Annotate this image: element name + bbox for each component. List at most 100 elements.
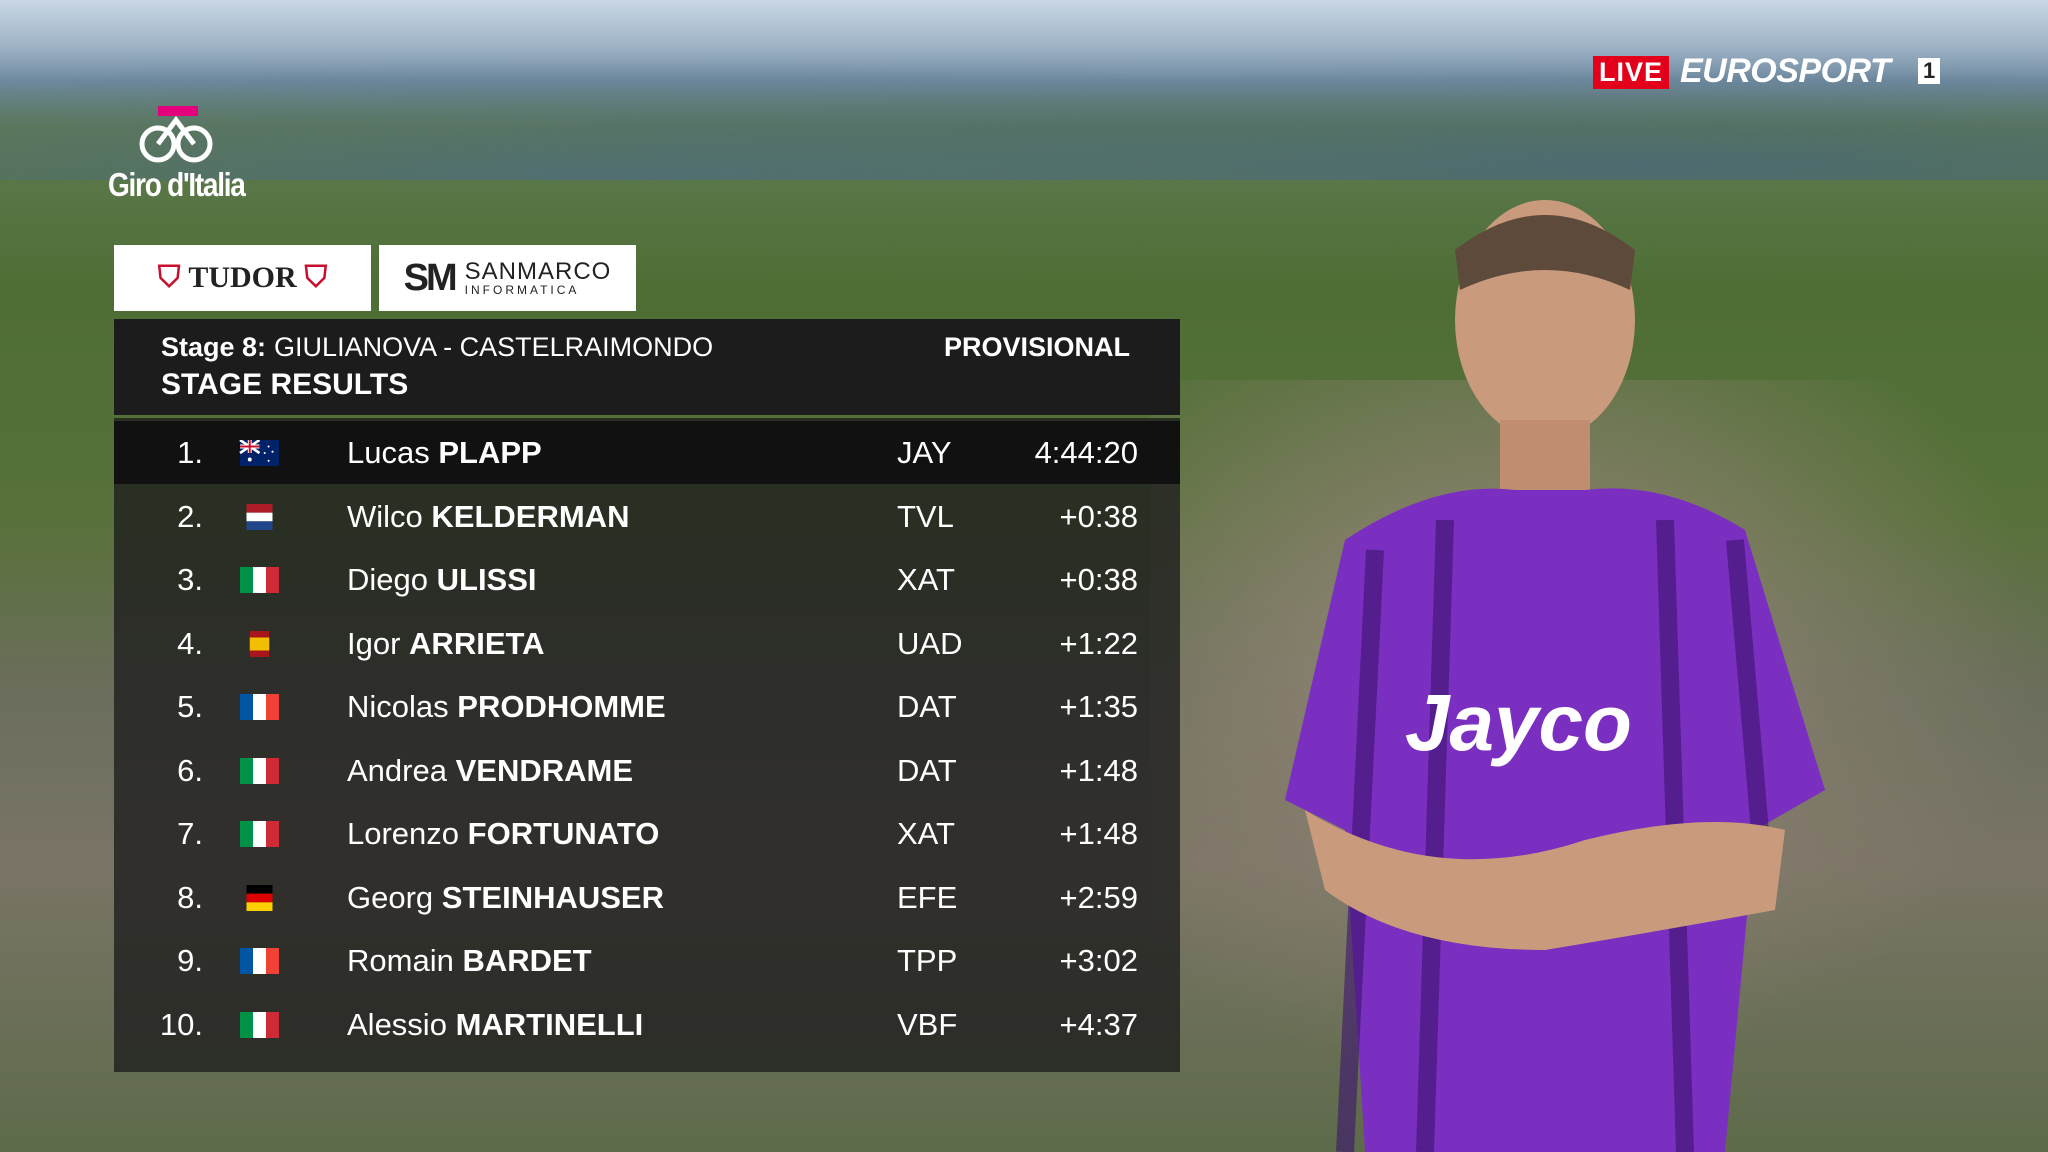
last-name: BARDET	[462, 943, 592, 978]
stage-line: Stage 8: GIULIANOVA - CASTELRAIMONDO	[161, 332, 713, 363]
rank: 6.	[177, 752, 203, 788]
team-code: DAT	[897, 689, 957, 724]
result-row: 10. Alessio MARTINELLI VBF +4:37	[114, 993, 1180, 1056]
first-name: Diego	[347, 562, 428, 597]
time: +0:38	[1059, 498, 1138, 534]
country-flag	[240, 694, 279, 720]
first-name: Wilco	[347, 498, 423, 534]
time: +0:38	[1059, 562, 1138, 597]
mountains	[0, 40, 2048, 180]
channel-number: 1	[1918, 58, 1941, 84]
rider-name: Nicolas PRODHOMME	[347, 689, 666, 725]
team-code: XAT	[897, 816, 955, 851]
team-code: TPP	[897, 943, 958, 978]
team-code: EFE	[897, 879, 958, 915]
rank: 7.	[177, 816, 203, 851]
last-name: MARTINELLI	[455, 1006, 644, 1042]
results-header: Stage 8: GIULIANOVA - CASTELRAIMONDO PROV…	[114, 319, 1180, 415]
team-code: XAT	[897, 562, 955, 597]
sponsor-name: SANMARCO	[464, 258, 612, 285]
time: +1:48	[1059, 816, 1138, 851]
sponsor-sanmarco: SM SANMARCO INFORMATICA	[379, 245, 636, 311]
time: 4:44:20	[1034, 435, 1138, 470]
country-flag	[246, 503, 273, 530]
last-name: ULISSI	[436, 562, 537, 597]
result-row: 9. Romain BARDET TPP +3:02	[114, 929, 1180, 992]
rider-name: Romain BARDET	[347, 943, 592, 979]
rider-name: Igor ARRIETA	[347, 626, 545, 662]
event-logo-text: Giro d'Italia	[108, 166, 246, 203]
result-row: 5. Nicolas PRODHOMME DAT +1:35	[114, 675, 1180, 738]
country-flag	[246, 884, 273, 911]
rider-name: Diego ULISSI	[347, 562, 537, 598]
first-name: Romain	[347, 943, 454, 978]
rider-figure: Jayco	[1285, 200, 1825, 1152]
first-name: Lorenzo	[347, 816, 460, 851]
rider-name: Wilco KELDERMAN	[347, 499, 629, 535]
result-row: 3. Diego ULISSI XAT +0:38	[114, 548, 1180, 611]
country-flag	[249, 630, 270, 657]
time: +2:59	[1059, 879, 1138, 915]
rank: 10.	[159, 1006, 203, 1042]
team-code: DAT	[897, 752, 957, 788]
rider-name: Lucas PLAPP	[347, 435, 542, 471]
rank: 2.	[177, 498, 203, 534]
rider-name: Andrea VENDRAME	[347, 753, 633, 789]
first-name: Alessio	[347, 1006, 447, 1042]
live-badge: LIVE	[1593, 56, 1670, 89]
status: PROVISIONAL	[943, 332, 1130, 362]
first-name: Igor	[347, 625, 401, 661]
first-name: Nicolas	[347, 689, 449, 724]
channel-logo: EUROSPORT	[1680, 52, 1891, 90]
country-flag	[240, 948, 279, 974]
first-name: Georg	[347, 879, 434, 915]
team-code: VBF	[897, 1006, 958, 1042]
stage-number: Stage 8:	[161, 332, 267, 362]
time: +1:35	[1059, 689, 1138, 724]
last-name: ARRIETA	[409, 625, 545, 661]
rider-name: Georg STEINHAUSER	[347, 880, 664, 916]
time: +1:22	[1059, 625, 1138, 661]
time: +3:02	[1059, 943, 1138, 978]
result-row: 1. Lucas PLAPP JAY 4:44:20	[114, 421, 1180, 484]
country-flag	[240, 757, 279, 784]
time: +4:37	[1059, 1006, 1138, 1042]
first-name: Andrea	[347, 752, 447, 788]
country-flag	[240, 567, 279, 593]
result-row: 2. Wilco KELDERMAN TVL +0:38	[114, 485, 1180, 548]
result-row: 7. Lorenzo FORTUNATO XAT +1:48	[114, 802, 1180, 865]
last-name: VENDRAME	[455, 752, 633, 788]
rider-name: Alessio MARTINELLI	[347, 1007, 643, 1043]
team-code: JAY	[897, 435, 952, 470]
stage-route: GIULIANOVA - CASTELRAIMONDO	[274, 332, 714, 362]
sponsor-subname: INFORMATICA	[464, 283, 580, 297]
sponsor-name: TUDOR	[188, 261, 297, 294]
result-row: 6. Andrea VENDRAME DAT +1:48	[114, 739, 1180, 802]
result-row: 4. Igor ARRIETA UAD +1:22	[114, 612, 1180, 675]
last-name: PRODHOMME	[457, 689, 666, 724]
rank: 3.	[177, 562, 203, 597]
giro-logo-icon	[139, 106, 213, 163]
results-table: 1. Lucas PLAPP JAY 4:44:20 2. Wilco KELDERMAN…	[114, 418, 1180, 1072]
result-row: 8. Georg STEINHAUSER EFE +2:59	[114, 866, 1180, 929]
last-name: KELDERMAN	[431, 498, 630, 534]
last-name: PLAPP	[438, 435, 542, 470]
first-name: Lucas	[347, 435, 430, 470]
rank: 9.	[177, 943, 203, 978]
sponsor-tudor: ⛉ TUDOR ⛉	[114, 245, 371, 311]
svg-text:Jayco: Jayco	[1405, 678, 1632, 767]
country-flag	[239, 440, 280, 466]
time: +1:48	[1059, 752, 1138, 788]
results-title: STAGE RESULTS	[161, 368, 409, 401]
last-name: STEINHAUSER	[441, 879, 664, 915]
team-code: UAD	[897, 625, 963, 661]
rider-name: Lorenzo FORTUNATO	[347, 816, 659, 852]
rank: 5.	[177, 689, 203, 724]
team-code: TVL	[897, 498, 954, 534]
rank: 8.	[177, 879, 203, 915]
country-flag	[240, 1011, 279, 1038]
country-flag	[240, 821, 279, 847]
rank: 4.	[177, 625, 203, 661]
rank: 1.	[177, 435, 203, 470]
